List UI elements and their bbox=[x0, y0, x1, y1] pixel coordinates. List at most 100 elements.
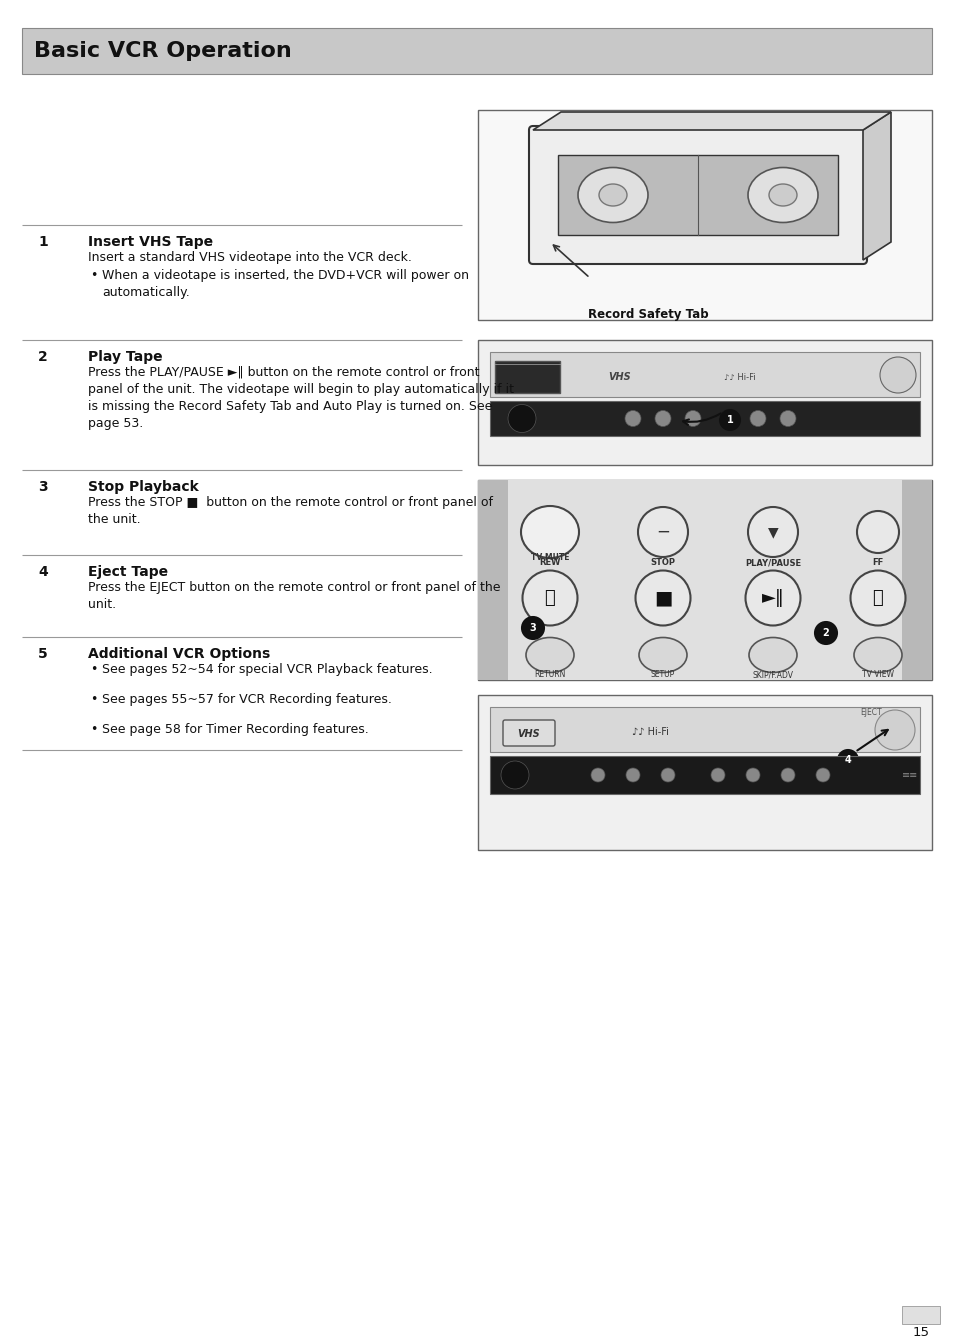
Ellipse shape bbox=[522, 570, 577, 625]
Text: ≡≡: ≡≡ bbox=[901, 770, 917, 780]
Ellipse shape bbox=[748, 637, 796, 672]
Text: Basic VCR Operation: Basic VCR Operation bbox=[34, 42, 292, 60]
Text: VHS: VHS bbox=[608, 372, 631, 382]
Circle shape bbox=[780, 410, 795, 426]
Text: Eject Tape: Eject Tape bbox=[88, 564, 168, 579]
Circle shape bbox=[655, 410, 670, 426]
Text: TV VIEW: TV VIEW bbox=[862, 671, 893, 679]
Circle shape bbox=[684, 410, 700, 426]
Text: RETURN: RETURN bbox=[534, 671, 565, 679]
Text: See page 58 for Timer Recording features.: See page 58 for Timer Recording features… bbox=[102, 723, 369, 737]
Text: PLAY/PAUSE: PLAY/PAUSE bbox=[744, 558, 801, 567]
Circle shape bbox=[710, 767, 724, 782]
Text: ♪♪ Hi-Fi: ♪♪ Hi-Fi bbox=[631, 727, 668, 737]
Ellipse shape bbox=[856, 511, 898, 552]
Bar bbox=[477, 480, 507, 680]
Circle shape bbox=[879, 358, 915, 392]
Circle shape bbox=[521, 617, 543, 638]
Ellipse shape bbox=[638, 507, 687, 556]
Text: Press the PLAY/PAUSE ►‖ button on the remote control or front
panel of the unit.: Press the PLAY/PAUSE ►‖ button on the re… bbox=[88, 366, 514, 430]
Circle shape bbox=[720, 410, 740, 430]
Text: 1: 1 bbox=[38, 235, 48, 249]
Ellipse shape bbox=[639, 637, 686, 672]
FancyBboxPatch shape bbox=[502, 720, 555, 746]
Text: When a videotape is inserted, the DVD+VCR will power on
automatically.: When a videotape is inserted, the DVD+VC… bbox=[102, 269, 469, 298]
Circle shape bbox=[507, 405, 536, 433]
Text: 4: 4 bbox=[843, 755, 850, 765]
Polygon shape bbox=[533, 112, 890, 130]
Circle shape bbox=[745, 767, 760, 782]
Ellipse shape bbox=[853, 637, 901, 672]
Text: 1: 1 bbox=[726, 415, 733, 425]
Ellipse shape bbox=[747, 507, 797, 556]
Circle shape bbox=[749, 410, 765, 426]
Text: •: • bbox=[90, 269, 97, 282]
Bar bbox=[490, 755, 919, 794]
Text: ▼: ▼ bbox=[767, 526, 778, 539]
Circle shape bbox=[815, 767, 829, 782]
Bar bbox=[477, 110, 931, 320]
Bar bbox=[490, 707, 919, 753]
Bar bbox=[558, 155, 837, 235]
Text: •: • bbox=[90, 663, 97, 676]
Ellipse shape bbox=[747, 168, 817, 223]
Text: ►‖: ►‖ bbox=[760, 589, 783, 607]
Bar bbox=[495, 362, 559, 392]
Circle shape bbox=[500, 761, 529, 789]
Text: −: − bbox=[656, 523, 669, 542]
Circle shape bbox=[814, 622, 836, 644]
Circle shape bbox=[720, 410, 735, 426]
Ellipse shape bbox=[520, 505, 578, 558]
Text: Stop Playback: Stop Playback bbox=[88, 480, 198, 495]
Bar bbox=[901, 1306, 939, 1324]
Text: Record Safety Tab: Record Safety Tab bbox=[587, 308, 707, 321]
Text: ⏩: ⏩ bbox=[872, 589, 882, 607]
Ellipse shape bbox=[635, 570, 690, 625]
Text: ■: ■ bbox=[653, 589, 672, 607]
Bar bbox=[477, 480, 931, 680]
Text: Additional VCR Options: Additional VCR Options bbox=[88, 646, 270, 661]
Bar bbox=[477, 340, 931, 465]
Ellipse shape bbox=[744, 570, 800, 625]
Text: FF: FF bbox=[871, 558, 882, 567]
Text: REW: REW bbox=[538, 558, 560, 567]
Text: 4: 4 bbox=[38, 564, 48, 579]
Ellipse shape bbox=[768, 184, 796, 206]
Text: TV MUTE: TV MUTE bbox=[530, 552, 569, 562]
Text: VHS: VHS bbox=[517, 728, 539, 739]
Bar bbox=[490, 352, 919, 396]
Text: Press the STOP ■  button on the remote control or front panel of
the unit.: Press the STOP ■ button on the remote co… bbox=[88, 496, 493, 526]
Circle shape bbox=[590, 767, 604, 782]
Text: 2: 2 bbox=[38, 349, 48, 364]
Circle shape bbox=[625, 767, 639, 782]
Text: 2: 2 bbox=[821, 628, 828, 638]
Ellipse shape bbox=[525, 637, 574, 672]
FancyBboxPatch shape bbox=[529, 126, 866, 263]
Circle shape bbox=[874, 710, 914, 750]
Text: 3: 3 bbox=[529, 624, 536, 633]
Text: •: • bbox=[90, 723, 97, 737]
Circle shape bbox=[624, 410, 640, 426]
Text: Insert VHS Tape: Insert VHS Tape bbox=[88, 235, 213, 249]
Text: See pages 52~54 for special VCR Playback features.: See pages 52~54 for special VCR Playback… bbox=[102, 663, 432, 676]
Bar bbox=[901, 480, 931, 680]
Text: 3: 3 bbox=[38, 480, 48, 495]
Text: 5: 5 bbox=[38, 646, 48, 661]
Text: STOP: STOP bbox=[650, 558, 675, 567]
Circle shape bbox=[837, 750, 857, 770]
Bar bbox=[490, 401, 919, 435]
Ellipse shape bbox=[598, 184, 626, 206]
Ellipse shape bbox=[850, 570, 904, 625]
Ellipse shape bbox=[578, 168, 647, 223]
Text: Press the EJECT button on the remote control or front panel of the
unit.: Press the EJECT button on the remote con… bbox=[88, 581, 500, 612]
Text: Insert a standard VHS videotape into the VCR deck.: Insert a standard VHS videotape into the… bbox=[88, 251, 412, 263]
Text: See pages 55~57 for VCR Recording features.: See pages 55~57 for VCR Recording featur… bbox=[102, 694, 392, 706]
Bar bbox=[22, 28, 931, 74]
Bar bbox=[507, 480, 901, 680]
Text: EJECT: EJECT bbox=[859, 708, 881, 716]
Bar bbox=[477, 695, 931, 849]
Circle shape bbox=[781, 767, 794, 782]
Text: SKIP/F.ADV: SKIP/F.ADV bbox=[752, 671, 793, 679]
Text: SETUP: SETUP bbox=[650, 671, 675, 679]
Text: ⏪: ⏪ bbox=[544, 589, 555, 607]
